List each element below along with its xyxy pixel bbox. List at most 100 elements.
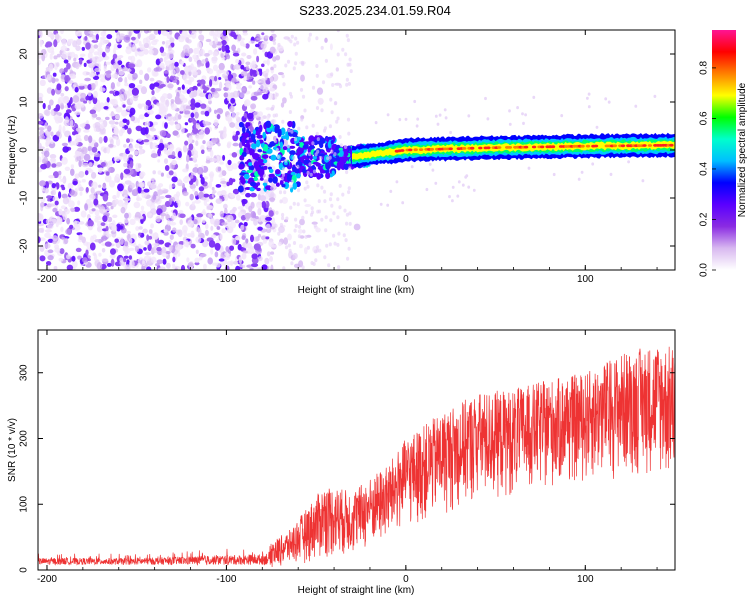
heatmap-cell bbox=[105, 171, 110, 176]
heatmap-cell bbox=[128, 63, 136, 69]
heatmap-cell bbox=[129, 107, 136, 116]
heatmap-cell bbox=[472, 188, 476, 192]
heatmap-cell bbox=[144, 120, 150, 128]
heatmap-cell bbox=[272, 56, 277, 62]
heatmap-cell bbox=[169, 221, 177, 226]
heatmap-cell bbox=[143, 247, 147, 251]
heatmap-cell bbox=[265, 120, 272, 128]
heatmap-cell bbox=[416, 117, 420, 121]
heatmap-cell bbox=[129, 96, 134, 104]
heatmap-cell bbox=[124, 264, 131, 270]
heatmap-cell bbox=[323, 199, 327, 204]
heatmap-cell bbox=[146, 266, 152, 270]
heatmap-cell bbox=[185, 37, 190, 43]
heatmap-cell bbox=[132, 43, 136, 50]
heatmap-cell bbox=[265, 136, 271, 143]
heatmap-cell bbox=[98, 167, 103, 174]
heatmap-cell bbox=[81, 178, 86, 183]
heatmap-cell bbox=[136, 59, 143, 68]
heatmap-cell bbox=[312, 169, 317, 174]
heatmap-cell bbox=[76, 38, 82, 46]
heatmap-cell bbox=[128, 237, 133, 244]
heatmap-cell bbox=[136, 197, 142, 202]
heatmap-cell bbox=[100, 37, 106, 45]
heatmap-cell bbox=[259, 84, 266, 90]
heatmap-cell bbox=[60, 184, 65, 188]
heatmap-cell bbox=[162, 258, 167, 265]
heatmap-cell bbox=[308, 135, 315, 144]
heatmap-cell bbox=[239, 155, 245, 161]
heatmap-cell bbox=[253, 48, 258, 55]
heatmap-cell bbox=[227, 73, 233, 82]
heatmap-cell bbox=[75, 31, 83, 37]
heatmap-cell bbox=[198, 34, 205, 41]
heatmap-cell bbox=[256, 139, 261, 148]
heatmap-cell bbox=[137, 185, 142, 194]
snr-frame bbox=[37, 329, 676, 571]
heatmap-cell bbox=[256, 187, 261, 192]
heatmap-cell bbox=[172, 183, 176, 188]
heatmap-cell bbox=[107, 216, 113, 223]
heatmap-cell bbox=[165, 194, 172, 199]
heatmap-cell bbox=[166, 93, 173, 100]
heatmap-cell bbox=[72, 95, 80, 103]
heatmap-cell bbox=[171, 159, 177, 166]
heatmap-cell bbox=[243, 100, 248, 107]
heatmap-cell bbox=[242, 32, 248, 36]
heatmap-cell bbox=[265, 223, 271, 230]
heatmap-cell bbox=[136, 85, 143, 90]
heatmap-cell bbox=[139, 145, 143, 150]
heatmap-cell bbox=[282, 82, 286, 87]
heatmap-cell bbox=[218, 258, 225, 262]
heatmap-cell bbox=[252, 236, 260, 242]
heatmap-cell bbox=[205, 121, 209, 125]
heatmap-cell bbox=[74, 86, 79, 93]
heatmap-cell bbox=[171, 176, 178, 183]
heatmap-cell bbox=[225, 49, 231, 53]
heatmap-cell bbox=[195, 178, 199, 187]
heatmap-cell bbox=[166, 262, 171, 269]
snr-ticks: -200 -100 0 100 0 100 200 300 bbox=[19, 330, 675, 585]
heatmap-cell bbox=[166, 219, 171, 226]
heatmap-cell bbox=[164, 122, 168, 129]
heatmap-cell bbox=[283, 181, 290, 190]
heatmap-cell bbox=[315, 248, 320, 253]
heatmap-cell bbox=[85, 71, 91, 76]
heatmap-cell bbox=[119, 94, 125, 102]
heatmap-cell bbox=[222, 131, 227, 139]
heatmap-cell bbox=[259, 195, 266, 202]
heatmap-cell bbox=[116, 34, 120, 42]
heatmap-cell bbox=[226, 30, 231, 34]
heatmap-cell bbox=[210, 217, 215, 225]
heatmap-cell bbox=[139, 171, 146, 177]
heatmap-cell bbox=[278, 72, 284, 76]
heatmap-cell bbox=[156, 246, 162, 252]
heatmap-cell bbox=[235, 114, 239, 119]
heatmap-cell bbox=[88, 142, 92, 147]
heatmap-cell bbox=[235, 82, 243, 87]
heatmap-cell bbox=[167, 83, 174, 89]
heatmap-cell bbox=[297, 224, 302, 229]
heatmap-cell bbox=[229, 193, 236, 198]
heatmap-cell bbox=[280, 102, 285, 108]
heatmap-cell bbox=[162, 189, 169, 193]
heatmap-cell bbox=[332, 211, 336, 216]
snr-series-line bbox=[38, 346, 675, 568]
heatmap-cell bbox=[187, 262, 194, 267]
heatmap-cell bbox=[110, 248, 116, 255]
heatmap-cell bbox=[137, 163, 142, 169]
heatmap-cell bbox=[389, 189, 393, 193]
heatmap-cell bbox=[102, 215, 108, 222]
heatmap-cell bbox=[108, 143, 114, 148]
heatmap-cell bbox=[200, 177, 205, 185]
heatmap-cell bbox=[224, 252, 230, 256]
heatmap-cell bbox=[338, 205, 342, 210]
heatmap-cell bbox=[296, 147, 304, 155]
heatmap-cell bbox=[269, 35, 274, 42]
heatmap-cell bbox=[104, 101, 110, 107]
heatmap-cell bbox=[128, 31, 132, 37]
heatmap-cell bbox=[180, 70, 185, 75]
heatmap-cell bbox=[150, 177, 156, 182]
heatmap-cell bbox=[123, 257, 127, 263]
heatmap-cell bbox=[94, 121, 101, 128]
